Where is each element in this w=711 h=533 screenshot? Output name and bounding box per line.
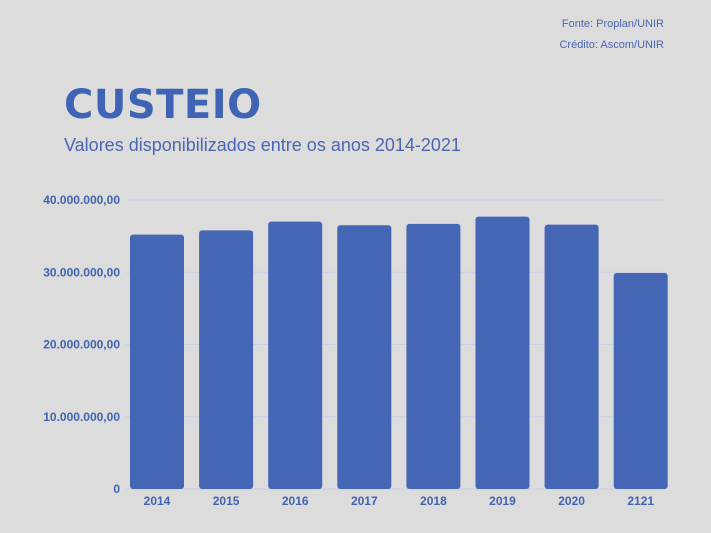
x-tick-label: 2014 (144, 494, 171, 508)
x-tick-label: 2018 (420, 494, 447, 508)
bars (130, 216, 668, 490)
chart-title: CUSTEIO (64, 82, 262, 128)
source-label: Fonte: Proplan/UNIR (561, 18, 664, 30)
x-tick-label: 2121 (627, 494, 654, 508)
y-tick-label: 20.000.000,00 (43, 338, 120, 352)
bar-2020 (544, 224, 599, 489)
x-tick-label: 2017 (351, 494, 378, 508)
x-tick-label: 2015 (213, 494, 240, 508)
bar-2018 (406, 223, 461, 489)
bar-2014 (130, 234, 184, 489)
y-tick-label: 0 (113, 482, 120, 496)
x-axis-ticks: 2014 2015 2016 2017 2018 2019 2020 2121 (144, 494, 655, 508)
bar-2017 (337, 225, 392, 489)
bar-2019 (475, 216, 530, 489)
x-tick-label: 2020 (558, 494, 585, 508)
y-axis-ticks: 0 10.000.000,00 20.000.000,00 30.000.000,00… (43, 193, 120, 496)
bar-2015 (199, 230, 254, 489)
y-tick-label: 40.000.000,00 (43, 193, 120, 207)
chart-subtitle: Valores disponibilizados entre os anos 2… (64, 135, 461, 155)
credit-label: Crédito: Ascom/UNIR (559, 39, 664, 51)
y-tick-label: 30.000.000,00 (43, 265, 120, 279)
bar-2121 (613, 272, 668, 489)
bar-2016 (268, 221, 323, 490)
y-tick-label: 10.000.000,00 (43, 410, 120, 424)
x-tick-label: 2019 (489, 494, 516, 508)
x-tick-label: 2016 (282, 494, 309, 508)
